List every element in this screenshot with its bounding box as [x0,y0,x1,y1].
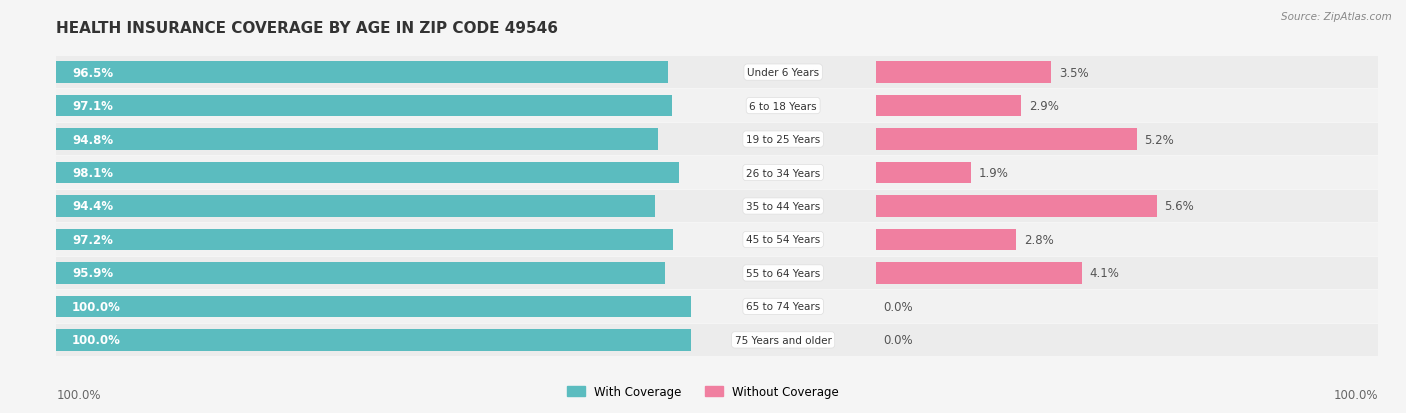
Bar [56,62,668,84]
Bar [876,190,1378,223]
Bar [876,95,1021,117]
Text: 75 Years and older: 75 Years and older [735,335,831,345]
Bar [56,157,690,189]
Text: 98.1%: 98.1% [72,166,112,180]
Text: 100.0%: 100.0% [1333,388,1378,401]
Bar [876,129,1137,151]
Text: 97.1%: 97.1% [72,100,112,113]
Bar [876,162,972,184]
Bar [876,90,1378,123]
Bar [876,62,1052,84]
Text: 3.5%: 3.5% [1059,66,1088,79]
Bar [56,190,690,223]
Text: 65 to 74 Years: 65 to 74 Years [747,301,820,312]
Bar [876,196,1157,217]
Bar [876,224,1378,256]
Text: 0.0%: 0.0% [883,334,912,347]
Text: 5.2%: 5.2% [1144,133,1174,146]
Text: 2.9%: 2.9% [1029,100,1059,113]
Bar [56,57,690,89]
Text: 19 to 25 Years: 19 to 25 Years [747,135,820,145]
Text: 0.0%: 0.0% [883,300,912,313]
Bar [56,196,655,217]
Bar [56,129,658,151]
Bar [56,290,690,323]
Bar [690,190,876,223]
Bar [876,157,1378,189]
Bar [876,123,1378,156]
Text: 100.0%: 100.0% [56,388,101,401]
Bar [876,262,1081,284]
Text: 1.9%: 1.9% [979,166,1008,180]
Bar [690,257,876,290]
Text: 94.4%: 94.4% [72,200,114,213]
Text: 5.6%: 5.6% [1164,200,1194,213]
Bar [56,162,679,184]
Bar [690,290,876,323]
Text: HEALTH INSURANCE COVERAGE BY AGE IN ZIP CODE 49546: HEALTH INSURANCE COVERAGE BY AGE IN ZIP … [56,21,558,36]
Bar [56,329,690,351]
Text: 95.9%: 95.9% [72,267,114,280]
Text: 35 to 44 Years: 35 to 44 Years [747,202,820,211]
Bar [690,324,876,356]
Bar [56,90,690,123]
Bar [690,90,876,123]
Bar [876,257,1378,290]
Text: 26 to 34 Years: 26 to 34 Years [747,168,820,178]
Bar [56,123,690,156]
Bar [56,229,673,251]
Bar [690,123,876,156]
Text: 2.8%: 2.8% [1024,233,1053,247]
Text: 6 to 18 Years: 6 to 18 Years [749,101,817,112]
Text: 100.0%: 100.0% [72,334,121,347]
Bar [876,229,1017,251]
Bar [56,95,672,117]
Text: 94.8%: 94.8% [72,133,114,146]
Text: Source: ZipAtlas.com: Source: ZipAtlas.com [1281,12,1392,22]
Bar [56,224,690,256]
Bar [56,257,690,290]
Bar [690,157,876,189]
Bar [690,57,876,89]
Text: 55 to 64 Years: 55 to 64 Years [747,268,820,278]
Bar [876,290,1378,323]
Bar [56,296,690,318]
Bar [876,57,1378,89]
Text: 4.1%: 4.1% [1090,267,1119,280]
Text: 45 to 54 Years: 45 to 54 Years [747,235,820,245]
Bar [690,224,876,256]
Bar [876,324,1378,356]
Text: 100.0%: 100.0% [72,300,121,313]
Bar [56,262,665,284]
Text: 96.5%: 96.5% [72,66,114,79]
Bar [56,324,690,356]
Legend: With Coverage, Without Coverage: With Coverage, Without Coverage [562,381,844,403]
Text: Under 6 Years: Under 6 Years [747,68,820,78]
Text: 97.2%: 97.2% [72,233,112,247]
